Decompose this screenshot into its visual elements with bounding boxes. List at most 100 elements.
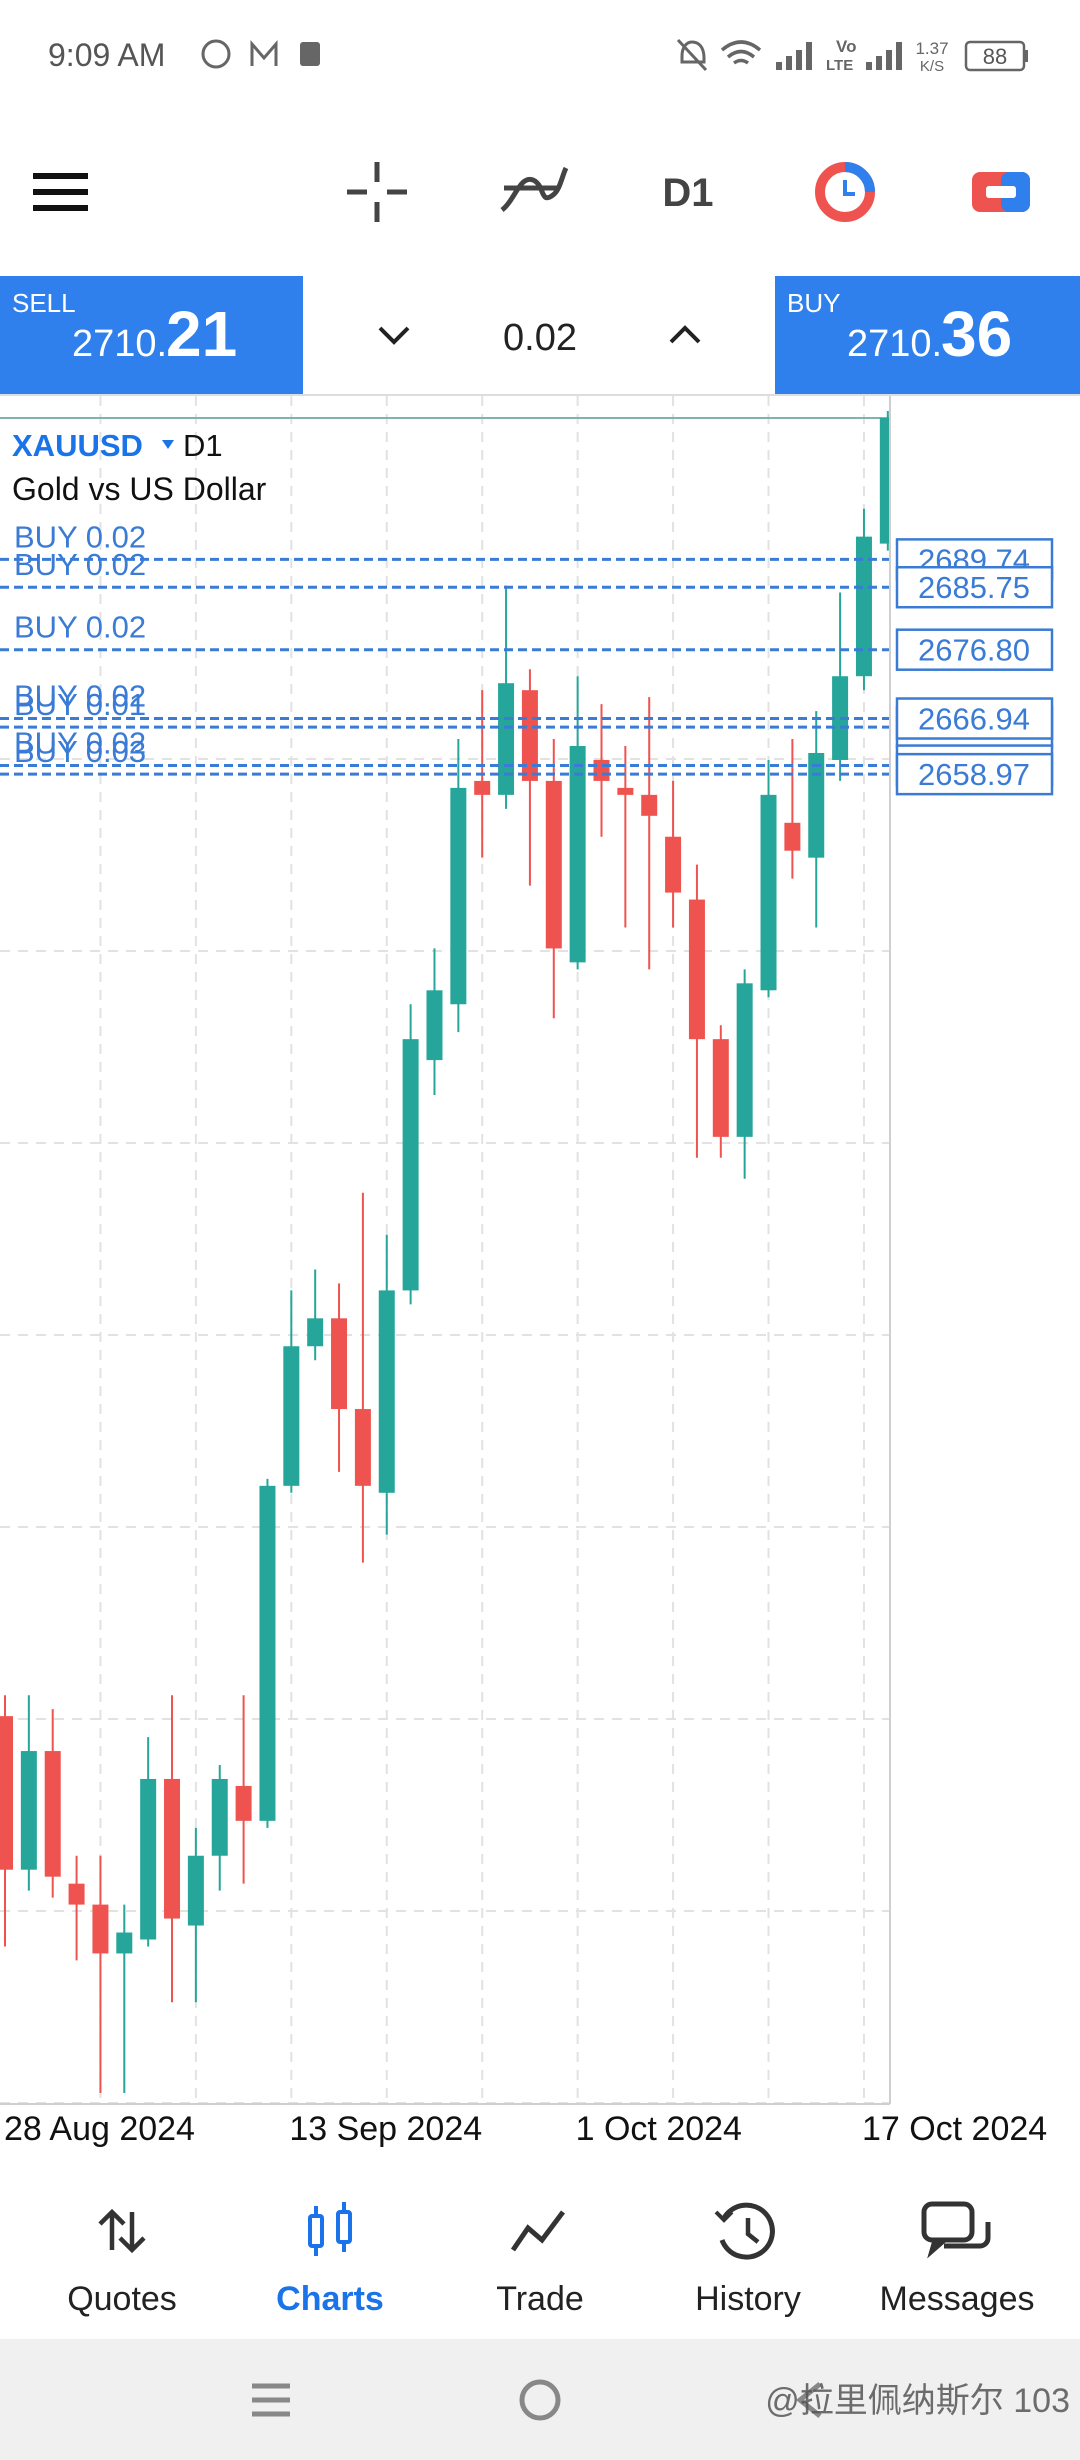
x-tick-label: 17 Oct 2024: [862, 2110, 1047, 2148]
candle-body: [235, 1785, 252, 1821]
order-price-label: 2658.97: [918, 757, 1030, 792]
x-tick-label: 1 Oct 2024: [576, 2110, 742, 2148]
objects-icon-hand: [843, 180, 855, 196]
candle-body: [354, 1409, 371, 1486]
objects-button[interactable]: [815, 162, 875, 222]
candle-body: [498, 683, 515, 795]
system-nav-background: [0, 2339, 1080, 2460]
home-button[interactable]: [519, 2379, 561, 2421]
candle-body: [641, 794, 658, 816]
candle-body: [211, 1778, 228, 1856]
candle-body: [545, 780, 562, 949]
candle-body: [307, 1318, 324, 1347]
whatsapp-icon: [201, 39, 231, 69]
nav-label[interactable]: Trade: [496, 2280, 584, 2318]
buy-price-main: 2710.: [847, 323, 942, 365]
recents-button[interactable]: [252, 2383, 290, 2417]
x-tick-label: 13 Sep 2024: [289, 2110, 482, 2148]
history-icon: [714, 2202, 775, 2260]
candle-body: [760, 794, 777, 991]
menu-button[interactable]: [33, 173, 88, 211]
order-label: BUY 0.02: [14, 610, 146, 645]
candle-body: [450, 787, 467, 1005]
candles: [0, 411, 890, 2094]
nav-label[interactable]: Quotes: [67, 2280, 177, 2318]
x-tick-label: 28 Aug 2024: [4, 2110, 195, 2148]
buy-price-big: 36: [941, 298, 1012, 370]
system-nav: @拉里佩纳斯尔 103: [0, 2339, 1080, 2460]
mail-icon: [250, 39, 278, 66]
candle-body: [569, 746, 586, 963]
candle-body: [140, 1778, 157, 1940]
panel-border: [0, 394, 1080, 396]
candle-body: [665, 836, 682, 893]
candle-body: [331, 1318, 348, 1410]
trade-button[interactable]: [972, 172, 1030, 212]
watermark: @拉里佩纳斯尔 103: [765, 2382, 1070, 2420]
volume[interactable]: 0.02: [503, 317, 577, 359]
order-price-label: 2676.80: [918, 633, 1030, 668]
candle-body: [164, 1778, 181, 1919]
candle-body: [116, 1932, 133, 1954]
crosshair-button[interactable]: [347, 162, 407, 222]
symbol[interactable]: XAUUSD: [12, 428, 143, 463]
buy-background: [775, 276, 1080, 394]
mute-icon: [676, 38, 708, 72]
nav-label[interactable]: Charts: [276, 2280, 384, 2318]
candle-body: [92, 1904, 109, 1954]
order-label: BUY 0.02: [14, 519, 146, 554]
volte-top: Vo: [836, 37, 856, 56]
messages-icon: [921, 2201, 991, 2259]
candle-body: [378, 1290, 395, 1493]
trade-icon-nav: [510, 2210, 565, 2252]
candle-body: [402, 1039, 419, 1291]
volte-bottom: LTE: [826, 57, 853, 74]
order-price-box: [895, 752, 1054, 796]
sell-label: SELL: [12, 288, 76, 318]
signal-icon-2: [866, 42, 902, 70]
symbol-dropdown[interactable]: [162, 440, 174, 449]
candle-body: [712, 1039, 729, 1137]
candle-body: [20, 1751, 37, 1870]
volume-down[interactable]: [378, 326, 410, 345]
nav-label[interactable]: Messages: [880, 2280, 1035, 2318]
order-price-label: 2685.75: [918, 570, 1030, 605]
candle-body: [521, 690, 538, 781]
back-button[interactable]: [795, 2382, 822, 2418]
candle-body: [283, 1346, 300, 1486]
x-axis: 28 Aug 2024 13 Sep 2024 1 Oct 2024 17 Oct 2…: [4, 2110, 1047, 2148]
candle-body: [879, 417, 890, 544]
app-icon: [300, 42, 320, 66]
battery-level: 88: [983, 44, 1007, 69]
order-label: BUY 0.03: [14, 734, 146, 769]
order-price-box: [895, 565, 1054, 609]
candle-body: [784, 822, 801, 851]
status-bar: 9:09 AM Vo LTE 1.37 K/S 88: [48, 37, 1028, 75]
net-speed: 1.37: [915, 39, 948, 58]
nav-label[interactable]: History: [695, 2280, 801, 2318]
candle-body: [44, 1751, 61, 1877]
candle-body: [68, 1883, 85, 1905]
candle-body: [0, 1716, 13, 1870]
order-price-label: 2666.94: [918, 702, 1030, 737]
order-label: BUY 0.02: [14, 679, 146, 714]
buy-label: BUY: [787, 288, 840, 318]
sell-button[interactable]: SELL 2710. 21: [0, 276, 303, 394]
clock: 9:09 AM: [48, 37, 165, 73]
net-speed-unit: K/S: [920, 58, 944, 75]
objects-icon-part: [844, 162, 875, 193]
order-price-box: [895, 697, 1054, 740]
sell-price-big: 21: [166, 298, 237, 370]
buy-button[interactable]: BUY 2710. 36: [775, 276, 1080, 394]
candle-body: [736, 983, 753, 1137]
indicators-button[interactable]: [500, 166, 569, 212]
bottom-nav: Quotes Charts Trade History Messages: [0, 2154, 1080, 2339]
volume-up[interactable]: [669, 325, 701, 344]
battery-tip: [1024, 50, 1028, 62]
candle-body: [259, 1485, 276, 1821]
timeframe-button[interactable]: D1: [662, 171, 713, 215]
chart-timeframe: D1: [183, 428, 223, 463]
candle-body: [187, 1855, 204, 1926]
